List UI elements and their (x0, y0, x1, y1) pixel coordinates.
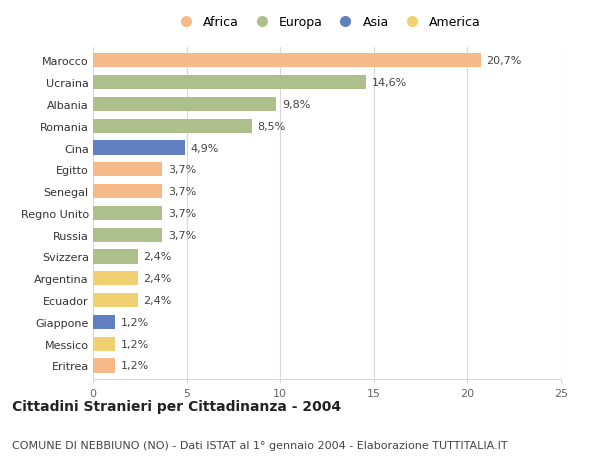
Text: 1,2%: 1,2% (121, 339, 149, 349)
Bar (93, 272, 138, 285)
Bar (93, 293, 138, 308)
Legend: Africa, Europa, Asia, America: Africa, Europa, Asia, America (168, 11, 486, 34)
Text: Cittadini Stranieri per Cittadinanza - 2004: Cittadini Stranieri per Cittadinanza - 2… (12, 399, 341, 413)
Text: 20,7%: 20,7% (486, 56, 521, 66)
Text: 2,4%: 2,4% (143, 274, 172, 284)
Bar (93, 54, 481, 68)
Bar (93, 337, 115, 351)
Text: 3,7%: 3,7% (168, 187, 196, 197)
Bar (93, 315, 115, 329)
Text: 1,2%: 1,2% (121, 361, 149, 370)
Bar (93, 119, 252, 134)
Text: 9,8%: 9,8% (282, 100, 310, 110)
Text: 8,5%: 8,5% (258, 122, 286, 131)
Text: 14,6%: 14,6% (372, 78, 407, 88)
Bar (93, 358, 115, 373)
Text: 3,7%: 3,7% (168, 230, 196, 240)
Bar (93, 185, 162, 199)
Bar (93, 98, 277, 112)
Bar (93, 228, 162, 242)
Text: 4,9%: 4,9% (190, 143, 219, 153)
Text: 1,2%: 1,2% (121, 317, 149, 327)
Text: 2,4%: 2,4% (143, 296, 172, 305)
Bar (93, 76, 367, 90)
Bar (93, 141, 185, 155)
Text: 2,4%: 2,4% (143, 252, 172, 262)
Text: COMUNE DI NEBBIUNO (NO) - Dati ISTAT al 1° gennaio 2004 - Elaborazione TUTTITALI: COMUNE DI NEBBIUNO (NO) - Dati ISTAT al … (12, 440, 508, 450)
Text: 3,7%: 3,7% (168, 208, 196, 218)
Bar (93, 250, 138, 264)
Text: 3,7%: 3,7% (168, 165, 196, 175)
Bar (93, 207, 162, 220)
Bar (93, 163, 162, 177)
